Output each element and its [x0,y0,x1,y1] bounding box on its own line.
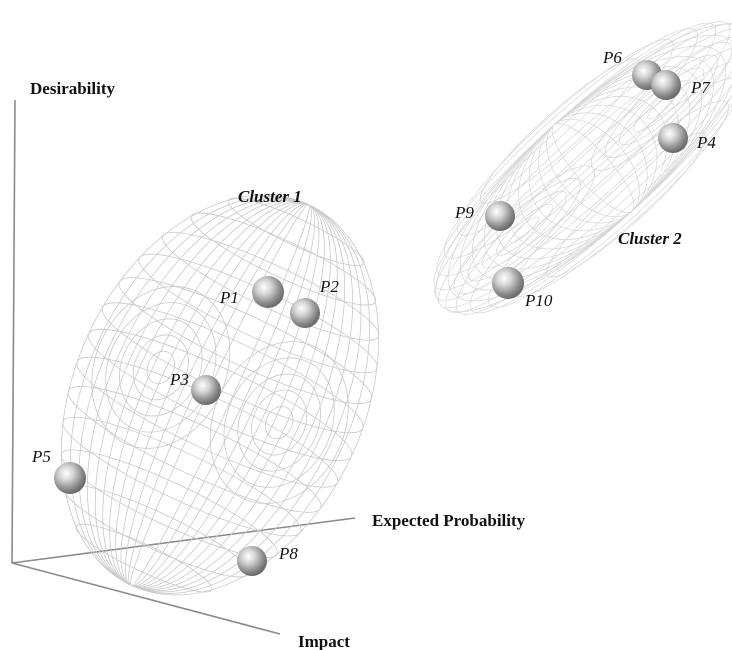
impact-axis [11,562,281,635]
expected-probability-axis [11,517,356,564]
cluster-2-label: Cluster 2 [618,229,682,248]
point-p5-label: P5 [31,447,51,466]
point-p9-label: P9 [454,203,474,222]
point-p8-label: P8 [278,544,298,563]
point-p7-sphere[interactable] [651,70,681,100]
point-p10-label: P10 [524,291,553,310]
point-p5-sphere[interactable] [54,462,86,494]
point-p9-sphere[interactable] [485,201,515,231]
axes [11,99,356,635]
point-p8-sphere[interactable] [237,546,267,576]
point-p10-sphere[interactable] [492,267,524,299]
expected-probability-axis-label: Expected Probability [372,511,526,530]
point-p3-sphere[interactable] [191,375,221,405]
cluster-2-ellipsoid [433,21,732,315]
points [54,60,688,576]
cluster-1-label: Cluster 1 [238,187,302,206]
point-p1-label: P1 [219,288,239,307]
cluster-1-ellipsoid [60,194,380,596]
point-p3-label: P3 [169,370,189,389]
point-p6-label: P6 [602,48,622,67]
desirability-axis [11,99,16,564]
point-labels: P1 P2 P3 P4 P5 P6 P7 P8 P9 P10 [31,48,716,563]
point-p2-label: P2 [319,277,339,296]
point-p4-label: P4 [696,133,716,152]
desirability-axis-label: Desirability [30,79,115,98]
point-p2-sphere[interactable] [290,298,320,328]
point-p4-sphere[interactable] [658,123,688,153]
point-p7-label: P7 [690,78,711,97]
point-p1-sphere[interactable] [252,276,284,308]
impact-axis-label: Impact [298,632,350,650]
